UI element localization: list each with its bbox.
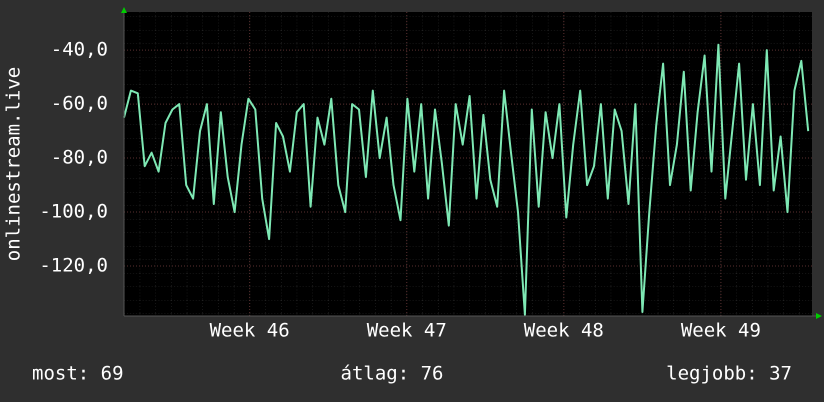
x-arrow bbox=[816, 313, 822, 319]
y-tick-label: -120,0 bbox=[39, 255, 108, 277]
y-arrow bbox=[121, 7, 127, 13]
y-tick-label: -40,0 bbox=[51, 39, 108, 61]
x-tick-label: Week 47 bbox=[367, 320, 447, 342]
data-line bbox=[123, 43, 810, 316]
y-tick-label: -100,0 bbox=[39, 201, 108, 223]
y-tick-label: -60,0 bbox=[51, 93, 108, 115]
stat-best: legjobb: 37 bbox=[666, 363, 792, 385]
x-tick-label: Week 48 bbox=[524, 320, 604, 342]
stat-average: átlag: 76 bbox=[341, 363, 444, 385]
y-axis-label: onlinestream.live bbox=[3, 67, 25, 261]
stat-current: most: 69 bbox=[32, 363, 124, 385]
y-tick-label: -80,0 bbox=[51, 147, 108, 169]
x-tick-label: Week 46 bbox=[210, 320, 290, 342]
x-tick-label: Week 49 bbox=[681, 320, 761, 342]
